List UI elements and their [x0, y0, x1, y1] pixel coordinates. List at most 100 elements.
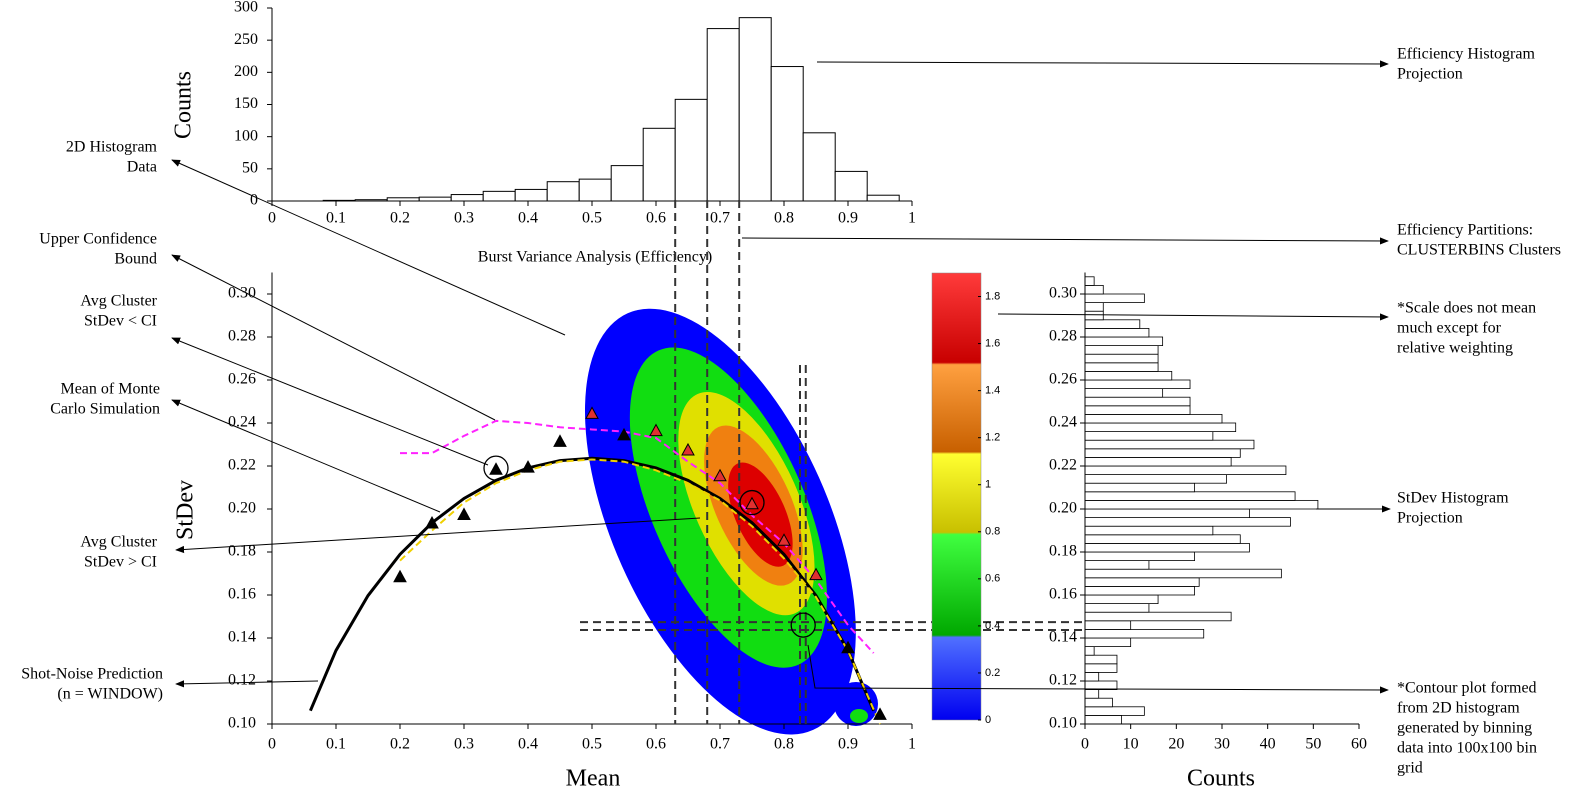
bar — [1084, 629, 1205, 639]
annotation: data into 100x100 bin — [1397, 740, 1537, 757]
x-axis-title: Burst Variance Analysis (Efficiency) — [478, 249, 712, 266]
x-axis-title: Counts — [1187, 766, 1255, 792]
annotation: relative weighting — [1397, 340, 1513, 357]
triangle-marker — [841, 640, 855, 654]
x-axis-title: Mean — [566, 766, 621, 792]
triangle-marker — [457, 507, 471, 520]
x-tick-label: 0 — [268, 210, 276, 227]
annotation-arrow — [997, 313, 1389, 321]
circle-marker — [790, 612, 816, 638]
bar — [1084, 603, 1150, 613]
x-tick-label: 1 — [908, 736, 916, 753]
bar — [1084, 680, 1118, 691]
colorbar-label: 0.6 — [985, 573, 1000, 585]
x-tick-label: 0.3 — [454, 736, 474, 753]
triangle-marker — [585, 406, 599, 419]
bar — [1084, 672, 1100, 682]
bar — [1084, 345, 1159, 355]
bar — [1084, 654, 1118, 665]
bar — [482, 190, 516, 202]
annotation-arrow — [175, 517, 701, 554]
bar — [1084, 620, 1132, 630]
triangle-marker — [809, 567, 823, 581]
bar — [834, 170, 868, 202]
y-tick-label: 0.10 — [1049, 715, 1077, 732]
y-tick-label: 0.24 — [1049, 414, 1077, 431]
annotation: much except for — [1397, 320, 1502, 337]
colorbar-label: 1.8 — [985, 290, 1000, 302]
bar — [1084, 689, 1100, 699]
y-tick-label: 0 — [250, 192, 258, 209]
contour-band — [728, 462, 793, 567]
bar — [1084, 577, 1200, 587]
annotation: Mean of Monte — [60, 381, 160, 398]
x-tick-label: 0.9 — [838, 210, 858, 227]
bar — [1084, 413, 1223, 424]
bar — [610, 165, 644, 202]
annotation: generated by binning — [1397, 720, 1532, 737]
triangle-marker — [649, 423, 663, 437]
y-tick-label: 0.16 — [228, 586, 256, 603]
curve — [400, 419, 875, 654]
colorbar-label: 0.2 — [985, 667, 1000, 679]
colorbar-label: 0.8 — [985, 526, 1000, 538]
y-tick-label: 0.18 — [1049, 543, 1077, 560]
y-tick-label: 250 — [234, 31, 258, 48]
bar — [1084, 568, 1282, 579]
y-tick-label: 0.22 — [1049, 457, 1077, 474]
colorbar-label: 0.4 — [985, 620, 1000, 632]
bar — [1084, 293, 1145, 304]
bar — [1084, 517, 1291, 527]
triangle-marker — [489, 462, 503, 475]
y-tick-label: 50 — [242, 160, 258, 177]
annotation: Projection — [1397, 510, 1463, 527]
bar — [578, 178, 612, 202]
bar — [1084, 646, 1095, 656]
bar — [1084, 465, 1287, 476]
annotation: Avg Cluster — [80, 293, 157, 310]
x-tick-label: 0.3 — [454, 210, 474, 227]
annotation: *Scale does not mean — [1397, 300, 1536, 317]
annotation-arrow — [741, 237, 1389, 245]
annotation: Carlo Simulation — [50, 401, 160, 418]
bar — [674, 98, 708, 202]
bar — [1084, 594, 1159, 605]
bar — [1084, 611, 1232, 622]
bar — [1084, 525, 1214, 536]
circle-marker — [483, 455, 509, 481]
bar — [1084, 482, 1195, 493]
x-tick-label: 0.2 — [390, 736, 410, 753]
annotation: Upper Confidence — [39, 231, 157, 248]
triangle-marker — [745, 496, 759, 510]
bar — [1084, 327, 1150, 338]
bar — [1084, 543, 1250, 553]
colorbar-label: 1.2 — [985, 432, 1000, 444]
annotation: 2D Histogram — [66, 139, 158, 156]
annotation-arrow — [171, 159, 566, 336]
annotation-arrow — [171, 337, 489, 466]
annotation: Data — [127, 159, 157, 176]
annotation: Shot-Noise Prediction — [21, 666, 163, 683]
circle-marker — [739, 489, 765, 516]
annotation: Efficiency Partitions: — [1397, 222, 1533, 239]
annotation: from 2D histogram — [1397, 700, 1520, 717]
bar — [1084, 534, 1241, 544]
annotation-arrow — [171, 254, 496, 421]
bar — [770, 66, 804, 202]
x-tick-label: 50 — [1305, 736, 1321, 753]
bar — [514, 188, 548, 202]
x-tick-label: 10 — [1123, 736, 1139, 753]
x-tick-label: 40 — [1260, 736, 1276, 753]
annotation: grid — [1397, 760, 1423, 777]
bar — [1084, 697, 1113, 708]
y-axis-title: Counts — [171, 71, 197, 139]
bar — [1084, 336, 1164, 347]
y-tick-label: 0.22 — [228, 457, 256, 474]
x-tick-label: 0.1 — [326, 210, 346, 227]
bar — [1084, 715, 1122, 725]
bar — [1084, 396, 1191, 407]
bar — [1084, 448, 1241, 458]
x-tick-label: 0.6 — [646, 210, 666, 227]
y-tick-label: 0.28 — [228, 328, 256, 345]
x-tick-label: 30 — [1214, 736, 1230, 753]
